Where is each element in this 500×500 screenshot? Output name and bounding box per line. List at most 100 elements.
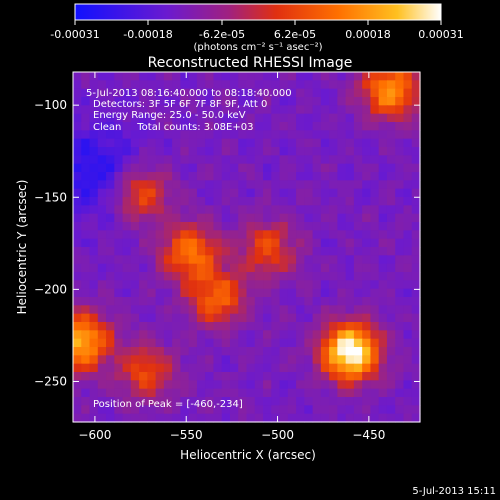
heatmap-cell — [238, 322, 248, 331]
heatmap-cell — [329, 180, 338, 190]
heatmap-cell — [106, 263, 115, 273]
heatmap-cell — [89, 113, 99, 123]
heatmap-cell — [287, 380, 297, 390]
heatmap-cell — [304, 322, 314, 331]
heatmap-cell — [304, 388, 314, 398]
heatmap-cell — [221, 313, 231, 323]
heatmap-cell — [362, 297, 372, 306]
heatmap-cell — [304, 330, 314, 340]
heatmap-cell — [238, 280, 248, 290]
heatmap-cell — [139, 405, 148, 415]
heatmap-cell — [205, 130, 215, 140]
heatmap-cell — [320, 80, 330, 90]
heatmap-cell — [139, 380, 148, 390]
heatmap-cell — [89, 238, 99, 248]
heatmap-cell — [188, 355, 198, 365]
heatmap-cell — [320, 338, 330, 348]
heatmap-cell — [205, 263, 215, 273]
heatmap-cell — [139, 288, 148, 298]
heatmap-cell — [196, 280, 206, 290]
heatmap-cell — [279, 138, 289, 148]
heatmap-cell — [130, 380, 140, 390]
heatmap-cell — [106, 155, 115, 165]
heatmap-cell — [254, 155, 264, 165]
heatmap-cell — [130, 188, 140, 198]
heatmap-cell — [229, 305, 239, 315]
heatmap-cell — [312, 213, 322, 223]
heatmap-cell — [139, 330, 148, 340]
heatmap-cell — [172, 297, 181, 306]
heatmap-cell — [139, 72, 148, 81]
heatmap-cell — [229, 72, 239, 81]
heatmap-cell — [312, 263, 322, 273]
heatmap-cell — [114, 313, 124, 323]
heatmap-cell — [395, 363, 405, 373]
heatmap-cell — [370, 172, 380, 181]
heatmap-cell — [312, 88, 322, 98]
heatmap-cell — [163, 238, 173, 248]
heatmap-cell — [205, 322, 215, 331]
heatmap-cell — [122, 122, 132, 131]
heatmap-cell — [411, 222, 421, 231]
heatmap-cell — [205, 147, 215, 156]
heatmap-cell — [337, 288, 347, 298]
heatmap-cell — [254, 197, 264, 206]
heatmap-cell — [130, 297, 140, 306]
heatmap-cell — [411, 97, 421, 106]
heatmap-cell — [370, 188, 380, 198]
heatmap-cell — [353, 88, 363, 98]
heatmap-cell — [403, 138, 413, 148]
heatmap-cell — [73, 80, 82, 90]
heatmap-cell — [172, 72, 181, 81]
heatmap-cell — [106, 288, 115, 298]
heatmap-cell — [81, 97, 91, 106]
heatmap-cell — [370, 330, 380, 340]
heatmap-cell — [254, 255, 264, 265]
heatmap-cell — [229, 297, 239, 306]
heatmap-cell — [378, 255, 388, 265]
heatmap-cell — [279, 97, 289, 106]
heatmap-cell — [296, 97, 305, 106]
heatmap-cell — [287, 330, 297, 340]
heatmap-cell — [378, 105, 388, 115]
heatmap-cell — [378, 347, 388, 356]
heatmap-cell — [263, 180, 272, 190]
heatmap-cell — [81, 105, 91, 115]
heatmap-cell — [411, 272, 421, 281]
heatmap-cell — [106, 238, 115, 248]
heatmap-cell — [196, 255, 206, 265]
heatmap-cell — [139, 397, 148, 406]
heatmap-cell — [320, 263, 330, 273]
heatmap-cell — [172, 330, 181, 340]
heatmap-cell — [329, 88, 338, 98]
heatmap-cell — [271, 280, 281, 290]
heatmap-cell — [411, 263, 421, 273]
heatmap-cell — [238, 255, 248, 265]
heatmap-cell — [279, 197, 289, 206]
heatmap-cell — [196, 313, 206, 323]
heatmap-cell — [329, 313, 338, 323]
heatmap-cell — [114, 305, 124, 315]
heatmap-cell — [353, 397, 363, 406]
heatmap-cell — [147, 272, 157, 281]
heatmap-cell — [188, 88, 198, 98]
heatmap-cell — [370, 130, 380, 140]
heatmap-cell — [320, 163, 330, 173]
heatmap-cell — [238, 205, 248, 215]
heatmap-cell — [180, 413, 190, 423]
heatmap-cell — [370, 138, 380, 148]
heatmap-cell — [89, 155, 99, 165]
heatmap-cell — [163, 147, 173, 156]
heatmap-cell — [395, 230, 405, 240]
heatmap-cell — [89, 330, 99, 340]
heatmap-cell — [221, 105, 231, 115]
heatmap-cell — [386, 263, 396, 273]
heatmap-cell — [337, 397, 347, 406]
heatmap-cell — [386, 138, 396, 148]
heatmap-cell — [329, 247, 338, 256]
heatmap-cell — [337, 113, 347, 123]
heatmap-cell — [370, 163, 380, 173]
heatmap-cell — [147, 80, 157, 90]
heatmap-cell — [106, 338, 115, 348]
